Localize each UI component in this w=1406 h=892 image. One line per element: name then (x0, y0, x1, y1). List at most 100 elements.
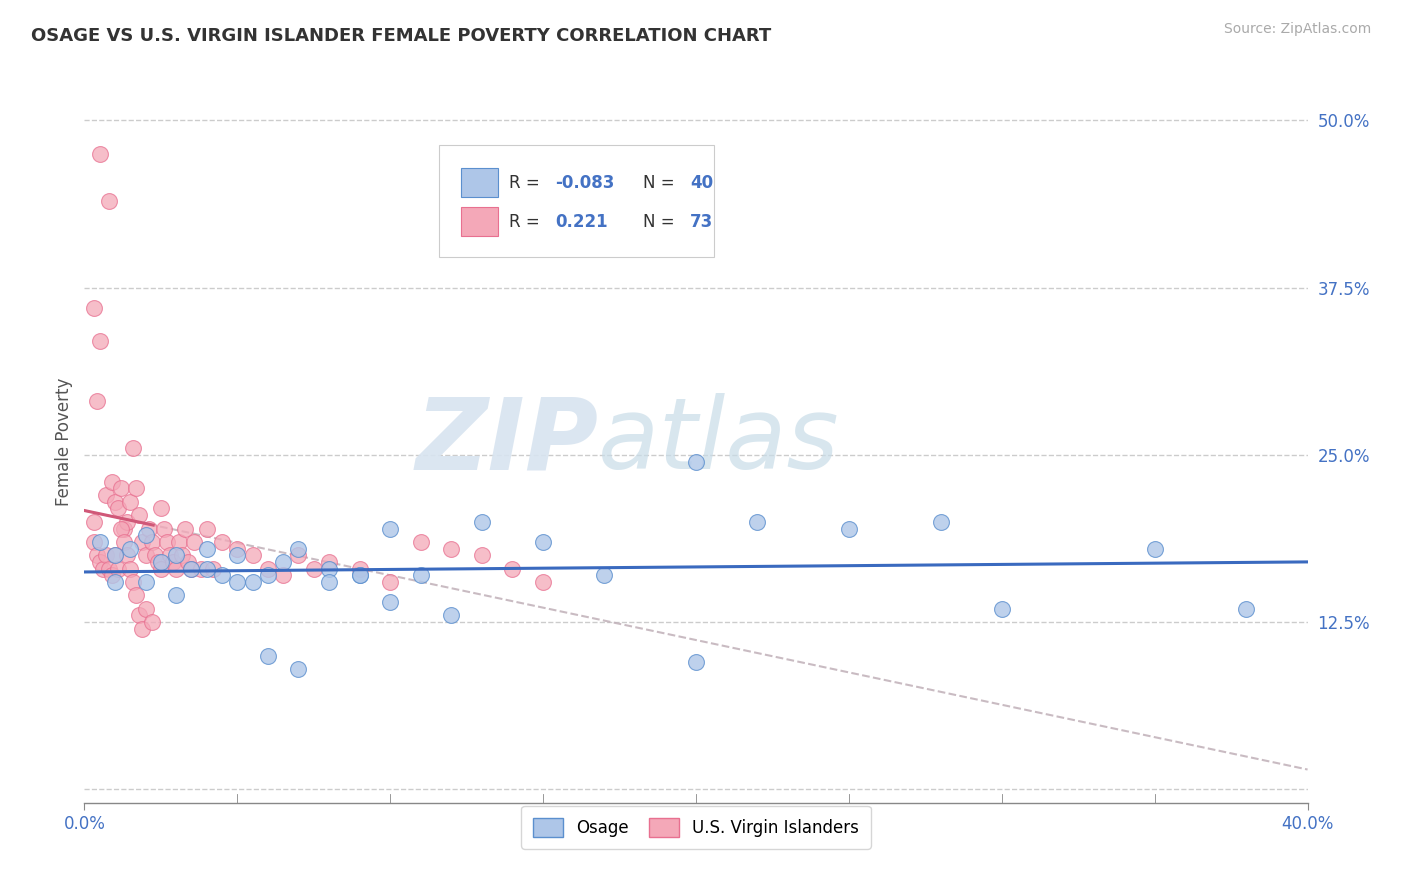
Text: 73: 73 (690, 212, 713, 230)
Point (107, 562, 129, 576)
Point (257, 648, 280, 663)
Point (138, 521, 160, 535)
Point (97, 194, 120, 208)
Point (302, 562, 325, 576)
Point (141, 615, 163, 630)
Point (409, 535, 432, 549)
Point (349, 568, 371, 582)
Point (177, 555, 200, 569)
Point (380, 595, 402, 609)
Point (180, 562, 202, 576)
Point (89, 555, 111, 569)
Point (271, 555, 294, 569)
Point (226, 548, 249, 563)
Point (257, 568, 280, 582)
Point (531, 535, 554, 549)
Point (104, 548, 127, 563)
Point (195, 562, 218, 576)
Point (380, 575, 402, 590)
Point (110, 521, 132, 535)
Point (1143, 541, 1166, 556)
Point (86, 548, 108, 563)
Point (135, 602, 157, 616)
Point (143, 548, 166, 563)
FancyBboxPatch shape (461, 169, 498, 197)
Point (146, 555, 169, 569)
Point (122, 575, 145, 590)
Point (440, 608, 463, 623)
Point (318, 575, 340, 590)
Legend: Osage, U.S. Virgin Islanders: Osage, U.S. Virgin Islanders (522, 806, 870, 848)
Point (128, 508, 150, 523)
Point (287, 662, 309, 676)
Point (593, 568, 616, 582)
Point (242, 548, 264, 563)
Point (115, 515, 138, 529)
Point (195, 541, 218, 556)
Point (110, 482, 132, 496)
Point (172, 548, 194, 563)
Point (115, 548, 138, 563)
Point (257, 562, 280, 576)
Point (183, 535, 205, 549)
Text: -0.083: -0.083 (555, 174, 614, 193)
Point (838, 521, 860, 535)
Point (107, 501, 129, 516)
Point (287, 541, 309, 556)
Point (97, 562, 120, 576)
Point (201, 562, 224, 576)
Point (94, 488, 117, 502)
Point (141, 535, 163, 549)
Point (349, 568, 371, 582)
Point (162, 555, 184, 569)
Point (104, 494, 127, 508)
Point (149, 501, 172, 516)
Point (318, 562, 340, 576)
Point (226, 575, 249, 590)
Point (89, 147, 111, 161)
Text: 40: 40 (690, 174, 713, 193)
Point (131, 535, 153, 549)
Text: OSAGE VS U.S. VIRGIN ISLANDER FEMALE POVERTY CORRELATION CHART: OSAGE VS U.S. VIRGIN ISLANDER FEMALE POV… (31, 27, 770, 45)
Point (211, 568, 233, 582)
Point (409, 568, 432, 582)
Point (190, 562, 212, 576)
Point (929, 515, 952, 529)
Point (349, 562, 371, 576)
Point (226, 541, 249, 556)
Point (135, 548, 157, 563)
Text: ZIP: ZIP (415, 393, 598, 490)
Point (159, 548, 181, 563)
Text: R =: R = (509, 212, 550, 230)
FancyBboxPatch shape (439, 145, 714, 257)
Text: Source: ZipAtlas.com: Source: ZipAtlas.com (1223, 22, 1371, 37)
Point (440, 541, 463, 556)
Point (167, 535, 190, 549)
Point (125, 482, 148, 496)
Text: N =: N = (644, 174, 681, 193)
Point (471, 515, 494, 529)
Point (165, 589, 187, 603)
Point (94, 548, 117, 563)
Y-axis label: Female Poverty: Female Poverty (55, 377, 73, 506)
Text: atlas: atlas (598, 393, 839, 490)
Point (122, 442, 145, 455)
Point (242, 575, 264, 590)
Point (747, 515, 769, 529)
Point (685, 455, 707, 469)
Point (135, 528, 157, 542)
Point (83, 535, 105, 549)
Point (91, 562, 114, 576)
Point (83, 515, 105, 529)
Point (83, 301, 105, 315)
Point (991, 602, 1014, 616)
Point (271, 568, 294, 582)
Point (101, 568, 124, 582)
Point (104, 575, 127, 590)
Point (502, 562, 524, 576)
FancyBboxPatch shape (461, 207, 498, 235)
Point (112, 521, 135, 535)
Point (89, 334, 111, 349)
Point (120, 494, 142, 508)
Text: 0.221: 0.221 (555, 212, 607, 230)
